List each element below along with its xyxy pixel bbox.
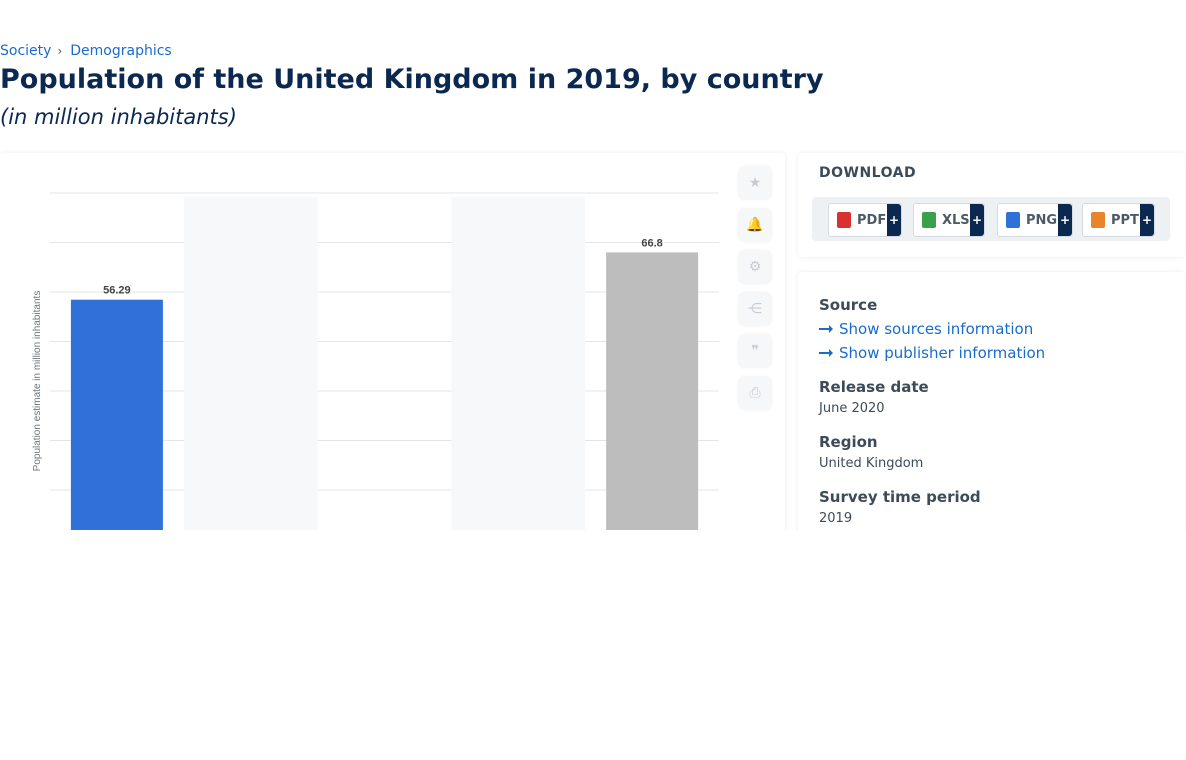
chart-bar[interactable] [606,252,699,530]
show-publisher-label: Show publisher information [839,344,1046,362]
show-sources-label: Show sources information [839,320,1034,338]
release-date-label: Release date [819,378,929,396]
download-pdf-button[interactable]: PDF + [828,203,902,237]
bar-value-label: 56.29 [103,285,131,297]
chart-bar[interactable] [70,299,163,530]
arrow-right-icon [819,325,833,333]
survey-period-label: Survey time period [819,488,981,506]
bar-chart: 56.29 66.8 Population estimate in million… [32,192,719,530]
breadcrumb-separator-icon: › [57,44,63,58]
download-format-label: XLS [942,212,970,228]
statistic-info-card: Source Show sources information Show pub… [798,272,1185,530]
breadcrumb-demographics-link[interactable]: Demographics [70,43,172,59]
region-label: Region [819,433,878,451]
quote-button[interactable]: ❞ [739,335,771,367]
plus-icon: + [970,204,984,236]
release-date-value: June 2020 [819,401,885,416]
show-publisher-link[interactable]: Show publisher information [819,344,1045,362]
star-icon: ★ [748,175,762,191]
bar-value-label: 66.8 [641,237,662,249]
pdf-file-icon [837,212,851,228]
arrow-right-icon [819,349,833,357]
gear-button[interactable]: ⚙ [739,251,771,283]
quote-icon: ❞ [751,343,759,359]
breadcrumb-society-link[interactable]: Society [0,43,52,59]
page-title: Population of the United Kingdom in 2019… [0,64,824,95]
bell-button[interactable]: 🔔 [739,209,771,241]
download-xls-button[interactable]: XLS + [913,203,985,237]
bell-icon: 🔔 [746,217,764,233]
hover-band [451,197,586,530]
png-file-icon [1006,212,1020,228]
plus-icon: + [887,204,901,236]
y-axis-label: Population estimate in million inhabitan… [32,291,43,472]
star-button[interactable]: ★ [739,167,771,199]
survey-period-value: 2019 [819,511,853,526]
download-png-button[interactable]: PNG + [997,203,1073,237]
download-card: DOWNLOAD PDF + XLS + PNG + PPT + [798,153,1185,257]
chart-card: 56.29 66.8 Population estimate in million… [0,153,785,530]
plus-icon: + [1140,204,1154,236]
download-format-label: PDF [857,212,887,228]
gear-icon: ⚙ [748,259,762,275]
xls-file-icon [922,212,936,228]
hover-band [183,197,318,530]
download-title: DOWNLOAD [819,165,917,181]
show-sources-link[interactable]: Show sources information [819,320,1033,338]
source-label: Source [819,296,878,314]
download-format-label: PNG [1026,212,1058,228]
share-icon: ⋲ [748,301,762,317]
region-value: United Kingdom [819,456,924,471]
print-button[interactable]: ⎙ [739,377,771,409]
print-icon: ⎙ [749,385,761,401]
plus-icon: + [1058,204,1072,236]
ppt-file-icon [1091,212,1105,228]
share-button[interactable]: ⋲ [739,293,771,325]
download-buttons: PDF + XLS + PNG + PPT + [812,197,1170,241]
download-format-label: PPT [1111,212,1139,228]
breadcrumb: Society › Demographics [0,43,172,59]
download-ppt-button[interactable]: PPT + [1082,203,1155,237]
page-subtitle: (in million inhabitants) [0,105,237,129]
chart-toolbar: ★ 🔔 ⚙ ⋲ ❞ ⎙ [739,167,771,409]
page-viewport: Society › Demographics Population of the… [0,43,1185,530]
